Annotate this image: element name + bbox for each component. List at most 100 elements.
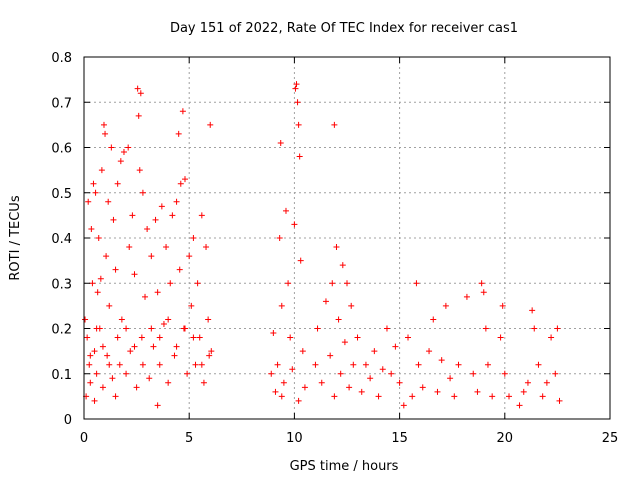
data-point	[520, 388, 527, 395]
data-point	[190, 334, 197, 341]
data-point	[93, 370, 100, 377]
data-point	[489, 393, 496, 400]
data-point	[524, 379, 531, 386]
data-point	[203, 244, 210, 251]
data-point	[136, 167, 143, 174]
data-point	[89, 280, 96, 287]
data-point	[327, 352, 334, 359]
x-tick-label: 25	[602, 431, 619, 446]
data-point	[150, 343, 157, 350]
data-point	[86, 361, 93, 368]
data-point	[208, 348, 215, 355]
data-point	[85, 198, 92, 205]
data-point	[295, 121, 302, 128]
data-point	[190, 235, 197, 241]
data-point	[296, 153, 303, 160]
data-point	[207, 121, 214, 128]
y-tick-label: 0.4	[51, 232, 72, 247]
data-point	[415, 361, 422, 368]
data-point	[144, 225, 151, 232]
data-point	[348, 302, 355, 309]
data-point	[87, 352, 94, 359]
data-point	[167, 280, 174, 287]
data-point	[346, 384, 353, 391]
data-point	[114, 334, 121, 341]
plot-frame	[83, 56, 611, 420]
data-point	[181, 325, 188, 332]
data-point	[291, 221, 298, 228]
x-tick-label: 5	[185, 431, 193, 446]
data-point	[131, 343, 138, 350]
data-point	[289, 366, 296, 373]
x-tick-label: 0	[80, 431, 88, 446]
data-point	[413, 280, 420, 287]
data-point	[484, 361, 491, 368]
data-point	[99, 384, 106, 391]
data-point	[125, 144, 132, 151]
data-point	[102, 130, 109, 137]
data-point	[367, 375, 374, 382]
data-point	[92, 189, 99, 196]
data-point	[314, 325, 321, 332]
data-point	[478, 280, 485, 287]
data-point	[106, 361, 113, 368]
data-point	[192, 361, 199, 368]
data-point	[554, 325, 561, 332]
y-tick-label: 0.2	[51, 323, 72, 338]
data-point	[205, 316, 212, 323]
data-point	[126, 244, 133, 251]
data-point	[535, 361, 542, 368]
data-point	[293, 81, 300, 88]
grid	[84, 57, 610, 419]
data-point	[112, 266, 119, 273]
data-point	[379, 366, 386, 373]
x-axis-label: GPS time / hours	[290, 459, 399, 474]
data-point	[294, 99, 301, 106]
data-point	[358, 388, 365, 395]
data-point	[120, 149, 127, 156]
data-point	[501, 370, 508, 377]
data-point	[426, 348, 433, 355]
y-tick-label: 0.5	[51, 187, 72, 202]
data-point	[295, 397, 302, 404]
data-point	[371, 348, 378, 355]
y-tick-label: 0	[64, 413, 72, 428]
data-point	[400, 402, 407, 409]
data-point	[277, 139, 284, 146]
data-point	[506, 393, 513, 400]
data-point	[105, 198, 112, 205]
data-point	[482, 325, 489, 332]
data-point	[442, 302, 449, 309]
data-point	[383, 325, 390, 332]
data-point	[118, 316, 125, 323]
data-point	[278, 302, 285, 309]
data-point	[114, 180, 121, 187]
data-point	[335, 316, 342, 323]
data-point	[142, 293, 149, 300]
data-point	[543, 379, 550, 386]
data-point	[97, 275, 104, 282]
data-point	[278, 393, 285, 400]
data-point	[344, 280, 350, 287]
data-point	[98, 167, 105, 174]
data-point	[362, 361, 369, 368]
data-point	[463, 293, 470, 300]
data-point	[99, 343, 106, 350]
data-point	[116, 361, 123, 368]
data-point	[175, 130, 182, 137]
data-point	[103, 253, 110, 260]
data-point	[177, 180, 184, 187]
data-point	[165, 316, 172, 323]
data-point	[133, 384, 140, 391]
data-point	[146, 375, 153, 382]
data-point	[90, 180, 97, 187]
data-point	[135, 112, 142, 119]
data-point	[339, 262, 346, 269]
data-point	[184, 370, 191, 377]
data-point	[556, 397, 563, 404]
data-point	[447, 375, 454, 382]
chart-title: Day 151 of 2022, Rate Of TEC Index for r…	[170, 21, 518, 36]
data-point	[171, 352, 178, 359]
data-point	[333, 244, 340, 251]
